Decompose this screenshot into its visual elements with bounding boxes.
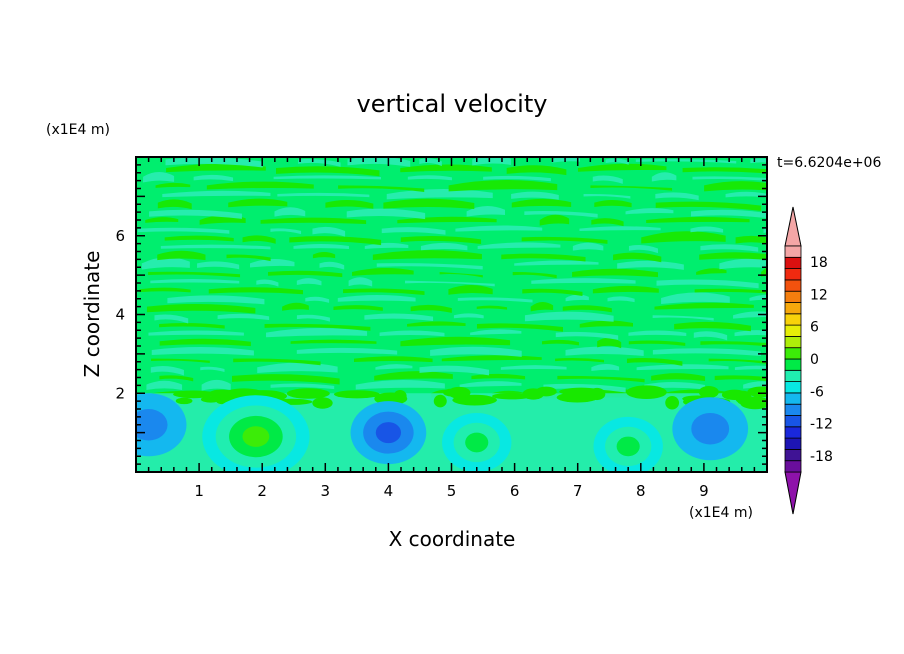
velocity-field (136, 157, 767, 472)
x-unit-label: (x1E4 m) (689, 505, 753, 521)
colorbar-tick-label: 12 (810, 287, 828, 303)
x-tick-label: 3 (321, 482, 331, 500)
axis-ticks (136, 157, 768, 472)
colorbar-bin (784, 392, 802, 405)
colorbar-bin (784, 290, 802, 303)
downdraft-cell-5 (136, 393, 187, 457)
colorbar-bin (784, 415, 802, 428)
x-tick-label: 1 (194, 482, 204, 500)
colorbar-bin (784, 313, 802, 326)
plot-area (135, 156, 768, 473)
colorbar-bin (784, 347, 802, 360)
colorbar-under-triangle (784, 471, 802, 515)
colorbar-bin (784, 369, 802, 382)
colorbar-bin (784, 302, 802, 315)
colorbar-over-triangle (784, 206, 802, 247)
y-tick-label: 6 (115, 227, 125, 245)
colorbar: 18 12 6 0 -6 -12 -18 (784, 206, 833, 515)
band-texture (137, 157, 767, 403)
x-tick-label: 2 (257, 482, 267, 500)
colorbar-tick-label: -12 (810, 417, 833, 433)
updraft-cell-3 (593, 416, 663, 472)
colorbar-bin (784, 335, 802, 349)
x-tick-label: 8 (636, 482, 646, 500)
y-unit-label: (x1E4 m) (46, 122, 110, 138)
colorbar-bin (784, 448, 802, 462)
colorbar-bin (784, 256, 802, 269)
colorbar-bin (784, 358, 802, 371)
colorbar-tick-label: 18 (810, 255, 828, 271)
x-tick-label: 7 (573, 482, 583, 500)
downdraft-cell-6 (672, 397, 749, 461)
colorbar-bin (784, 279, 802, 292)
y-tick-label: 4 (115, 306, 125, 324)
colorbar-bin (784, 245, 802, 258)
y-axis-label: Z coordinate (80, 251, 104, 378)
axis-tick-labels: 1 2 3 4 5 6 7 8 9 2 4 6 (115, 227, 708, 500)
time-label: t=6.6204e+06 (777, 155, 881, 171)
colorbar-bin (784, 268, 802, 281)
colorbar-tick-label: 6 (810, 320, 819, 336)
colorbar-tick-label: -6 (810, 384, 824, 400)
colorbar-bin (784, 426, 802, 439)
y-tick-label: 2 (115, 384, 125, 402)
x-tick-label: 5 (447, 482, 457, 500)
updraft-cell-2 (442, 412, 512, 472)
x-axis-label: X coordinate (389, 527, 516, 551)
downdraft-cell-4 (350, 401, 427, 465)
colorbar-tick-label: -18 (810, 449, 833, 465)
colorbar-bin (784, 437, 802, 450)
x-tick-label: 9 (699, 482, 709, 500)
updraft-cell-1 (202, 395, 310, 472)
colorbar-bin (784, 324, 802, 337)
chart-title: vertical velocity (357, 90, 548, 118)
colorbar-bin (784, 381, 802, 394)
colorbar-tick-label: 0 (810, 352, 819, 368)
x-tick-label: 6 (510, 482, 520, 500)
x-tick-label: 4 (384, 482, 394, 500)
colorbar-bin (784, 403, 802, 416)
convective-cells (136, 393, 749, 472)
colorbar-bin (784, 460, 802, 473)
